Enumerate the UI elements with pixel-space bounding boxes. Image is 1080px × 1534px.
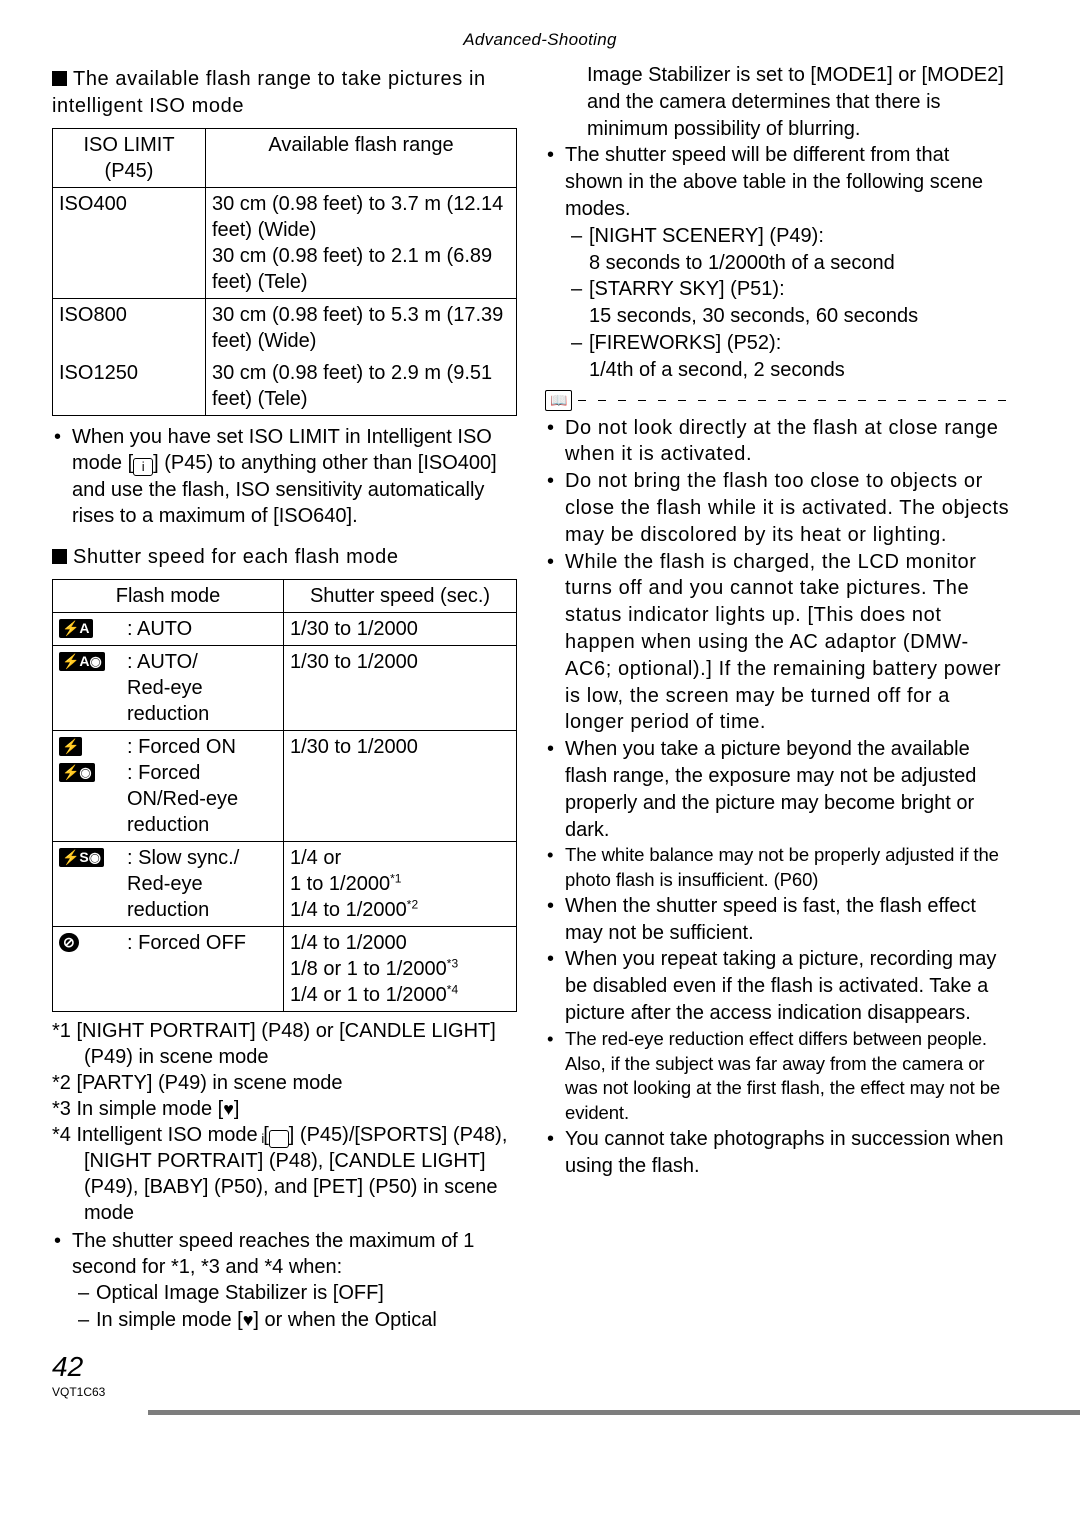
section1-title: The available flash range to take pictur… [52,66,517,120]
warn-redeye-effect: The red-eye reduction effect differs bet… [565,1027,1010,1126]
shutter-max-note: The shutter speed reaches the maximum of… [72,1228,517,1334]
warn-white-balance: The white balance may not be properly ad… [565,843,1010,893]
flash-forced-redeye-icon: ⚡◉ [59,763,95,782]
flash-r2c2: 1/30 to 1/2000 [284,645,517,730]
scene-night-scenery-val: 8 seconds to 1/2000th of a second [565,250,1010,277]
flash-r4c2: 1/4 or1 to 1/2000*11/4 to 1/2000*2 [284,841,517,926]
right-column: Image Stabilizer is set to [MODE1] or [M… [545,62,1010,1333]
flash-r4c1: ⚡S◉: Slow sync./ Red-eye reduction [53,841,284,926]
intelligent-iso-icon: i [133,458,153,476]
warn-shutter-fast: When the shutter speed is fast, the flas… [565,893,1010,947]
flash-th1: Flash mode [53,579,284,612]
section2-title-text: Shutter speed for each flash mode [73,546,399,568]
flash-th2: Shutter speed (sec.) [284,579,517,612]
scene-starry-sky: [STARRY SKY] (P51): [565,276,1010,303]
warn-flash-close: Do not bring the flash too close to obje… [565,468,1010,548]
flash-r3c2: 1/30 to 1/2000 [284,730,517,841]
warn-flash-range: When you take a picture beyond the avail… [565,736,1010,843]
iso-table: ISO LIMIT (P45) Available flash range IS… [52,128,517,416]
flash-r3c1: ⚡⚡◉: Forced ON : Forced ON/Red-eye reduc… [53,730,284,841]
iso-r1c2: 30 cm (0.98 feet) to 3.7 m (12.14 feet) … [206,188,517,299]
note-shutter-diff: The shutter speed will be different from… [565,142,1010,383]
flash-r1c1: ⚡A: AUTO [53,612,284,645]
scene-night-scenery: [NIGHT SCENERY] (P49): [565,223,1010,250]
section1-title-text: The available flash range to take pictur… [52,68,486,117]
flash-r2c1: ⚡A◉: AUTO/ Red-eye reduction [53,645,284,730]
flash-table: Flash mode Shutter speed (sec.) ⚡A: AUTO… [52,579,517,1012]
flash-r5c2: 1/4 to 1/20001/8 or 1 to 1/2000*31/4 or … [284,926,517,1011]
dash-simple-mode: In simple mode [♥] or when the Optical [72,1307,517,1333]
heart-icon: ♥ [223,1099,234,1119]
section2-title: Shutter speed for each flash mode [52,544,517,571]
intelligent-iso-icon-2: i [269,1130,289,1148]
flash-r5c1: ⊘: Forced OFF [53,926,284,1011]
flash-auto-redeye-icon: ⚡A◉ [59,652,105,671]
flash-forced-icon: ⚡ [59,737,82,756]
iso-r1c1: ISO400 [53,188,206,299]
footnote-2: *2 [PARTY] (P49) in scene mode [52,1070,517,1096]
scene-starry-sky-val: 15 seconds, 30 seconds, 60 seconds [565,303,1010,330]
iso-r3c1: ISO1250 [53,357,206,416]
warn-flash-charge: While the flash is charged, the LCD moni… [565,549,1010,737]
left-column: The available flash range to take pictur… [52,62,517,1333]
note-icon: 📖 [545,390,572,411]
footer-code: VQT1C63 [52,1385,1028,1399]
flash-slow-sync-icon: ⚡S◉ [59,848,104,867]
warn-no-succession: You cannot take photographs in successio… [565,1126,1010,1180]
iso-r3c2: 30 cm (0.98 feet) to 2.9 m (9.51 feet) (… [206,357,517,416]
iso-th2: Available flash range [206,129,517,188]
note-divider: 📖 [545,390,1010,411]
dash-ois-off: Optical Image Stabilizer is [OFF] [72,1280,517,1306]
footnote-1: *1 [NIGHT PORTRAIT] (P48) or [CANDLE LIG… [52,1018,517,1070]
continuation-text: Image Stabilizer is set to [MODE1] or [M… [545,62,1010,142]
iso-r2c1: ISO800 [53,299,206,358]
footnote-4: *4 Intelligent ISO mode [i] (P45)/[SPORT… [52,1122,517,1226]
scene-fireworks-val: 1/4th of a second, 2 seconds [565,357,1010,384]
footnote-3: *3 In simple mode [♥] [52,1096,517,1122]
iso-th1: ISO LIMIT (P45) [53,129,206,188]
flash-r1c2: 1/30 to 1/2000 [284,612,517,645]
scene-fireworks: [FIREWORKS] (P52): [565,330,1010,357]
heart-icon-2: ♥ [243,1310,254,1330]
footnotes: *1 [NIGHT PORTRAIT] (P48) or [CANDLE LIG… [52,1018,517,1226]
footer-bar [148,1410,1080,1415]
iso-note: When you have set ISO LIMIT in Intellige… [72,424,517,530]
flash-off-icon: ⊘ [59,933,79,952]
flash-auto-icon: ⚡A [59,619,93,638]
warn-repeat-picture: When you repeat taking a picture, record… [565,946,1010,1026]
page-number: 42 [52,1351,1028,1383]
warn-look-flash: Do not look directly at the flash at clo… [565,415,1010,469]
page-header: Advanced-Shooting [52,30,1028,50]
iso-r2c2: 30 cm (0.98 feet) to 5.3 m (17.39 feet) … [206,299,517,358]
